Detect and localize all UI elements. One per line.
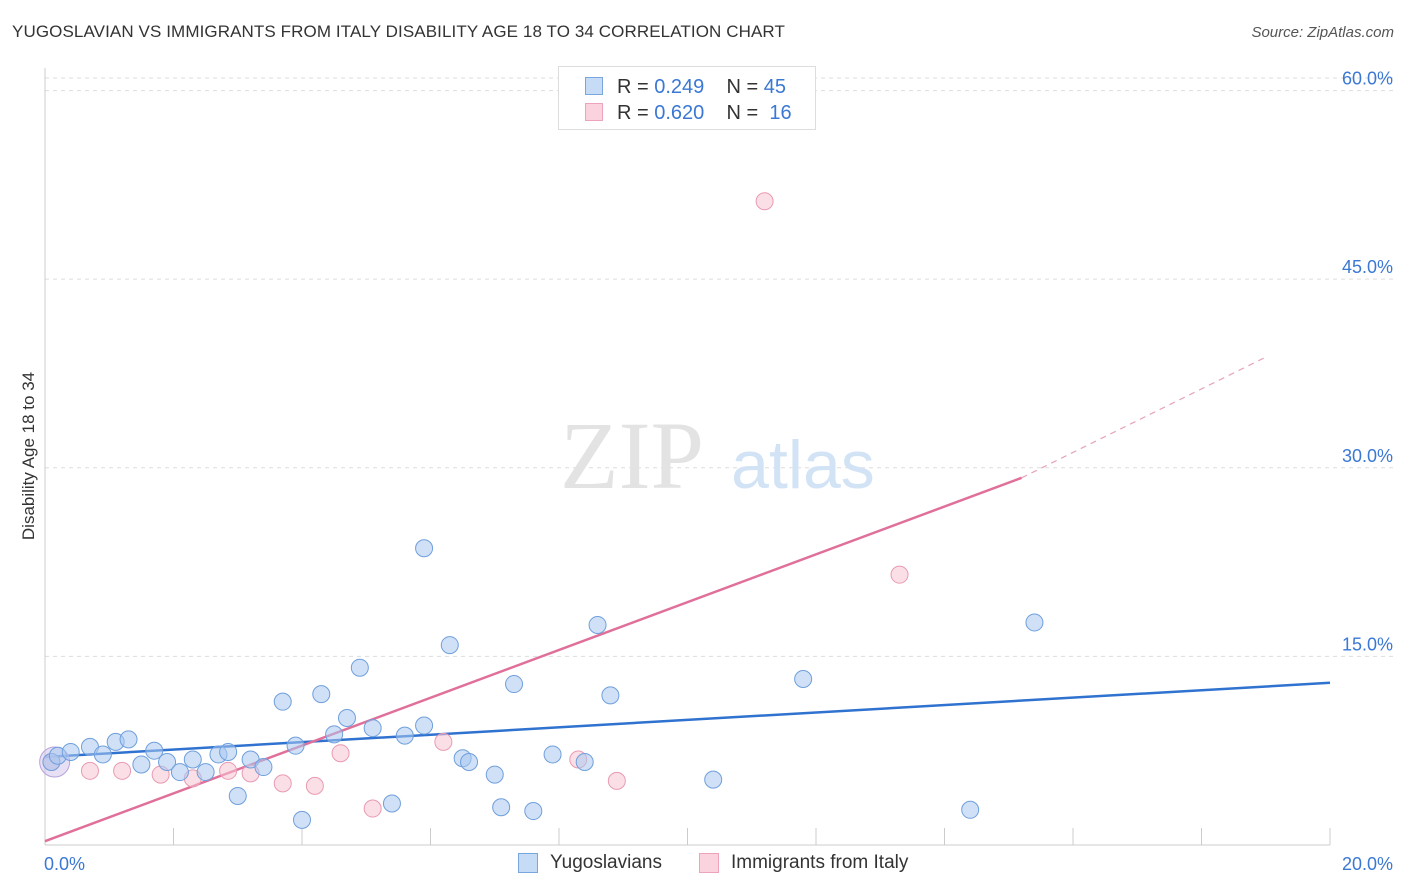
- data-point-yugoslavians: [119, 730, 138, 749]
- watermark-zip: ZIP: [560, 402, 704, 509]
- series-yugoslavians-points: [42, 539, 1044, 829]
- legend-label-italy: Immigrants from Italy: [731, 852, 909, 873]
- data-point-yugoslavians: [363, 719, 382, 738]
- series-italy-points: [39, 192, 909, 818]
- data-point-italy: [305, 776, 324, 795]
- data-point-italy: [273, 774, 292, 793]
- y-tick-label: 60.0%: [1342, 69, 1393, 89]
- x-tick-label-end: 20.0%: [1342, 854, 1393, 874]
- legend-label-yugoslavians: Yugoslavians: [550, 852, 662, 873]
- data-point-yugoslavians: [575, 753, 594, 772]
- legend-item-yugoslavians: Yugoslavians: [518, 852, 662, 874]
- data-point-yugoslavians: [382, 794, 401, 813]
- data-point-yugoslavians: [415, 716, 434, 735]
- data-point-yugoslavians: [704, 770, 723, 789]
- data-point-yugoslavians: [273, 692, 292, 711]
- data-point-yugoslavians: [415, 539, 434, 558]
- data-point-italy: [434, 732, 453, 751]
- data-point-yugoslavians: [395, 726, 414, 745]
- data-point-yugoslavians: [132, 755, 151, 774]
- data-point-yugoslavians: [524, 802, 543, 821]
- data-point-yugoslavians: [183, 750, 202, 769]
- data-point-yugoslavians: [485, 765, 504, 784]
- legend-stats-yugoslavians: R = 0.249 N = 45: [617, 75, 787, 98]
- data-point-yugoslavians: [145, 741, 164, 760]
- data-point-italy: [363, 799, 382, 818]
- fit-line-yugoslavians: [44, 681, 1331, 759]
- data-point-yugoslavians: [286, 736, 305, 755]
- grid-lines: [45, 77, 1395, 657]
- data-point-yugoslavians: [440, 636, 459, 655]
- data-point-yugoslavians: [254, 758, 273, 777]
- data-point-yugoslavians: [505, 675, 524, 694]
- data-point-yugoslavians: [543, 745, 562, 764]
- data-point-yugoslavians: [219, 742, 238, 761]
- fit-line-italy-extension: [1021, 356, 1267, 479]
- data-point-italy: [755, 192, 774, 211]
- data-point-yugoslavians: [293, 810, 311, 829]
- chart-title: YUGOSLAVIAN VS IMMIGRANTS FROM ITALY DIS…: [12, 22, 785, 41]
- data-point-yugoslavians: [492, 798, 511, 817]
- data-point-yugoslavians: [588, 615, 607, 634]
- y-axis-label: Disability Age 18 to 34: [19, 372, 38, 540]
- data-point-yugoslavians: [170, 763, 189, 782]
- data-point-italy: [219, 761, 238, 780]
- y-tick-label: 45.0%: [1342, 257, 1393, 277]
- axes: [44, 68, 1331, 846]
- legend-swatch-pink: [585, 103, 603, 121]
- data-point-yugoslavians: [312, 685, 331, 704]
- data-point-yugoslavians: [158, 753, 177, 772]
- data-point-yugoslavians: [794, 670, 813, 689]
- tick-labels: 15.0% 30.0% 45.0% 60.0% 0.0% 20.0%: [44, 69, 1393, 874]
- data-point-yugoslavians: [93, 745, 112, 764]
- data-point-italy: [607, 771, 626, 790]
- watermark: ZIP atlas: [560, 402, 875, 509]
- legend-stats-italy: R = 0.620 N = 16: [617, 101, 792, 124]
- data-point-yugoslavians: [1025, 613, 1044, 632]
- legend-swatch-pink-bottom: [699, 853, 719, 873]
- legend-item-italy: Immigrants from Italy: [699, 852, 908, 874]
- watermark-atlas: atlas: [731, 427, 875, 503]
- data-point-yugoslavians: [61, 742, 80, 761]
- data-point-yugoslavians: [337, 709, 356, 728]
- data-point-yugoslavians: [350, 658, 369, 677]
- y-tick-label: 15.0%: [1342, 634, 1393, 654]
- legend-swatch-blue: [585, 77, 603, 95]
- y-tick-label: 30.0%: [1342, 446, 1393, 466]
- data-point-yugoslavians: [601, 686, 620, 705]
- data-point-italy: [331, 744, 350, 763]
- x-tick-label-start: 0.0%: [44, 854, 85, 874]
- data-point-yugoslavians: [196, 763, 215, 782]
- correlation-legend: R = 0.249 N = 45 R = 0.620 N = 16: [558, 66, 816, 130]
- data-point-yugoslavians: [228, 786, 247, 805]
- data-point-italy: [890, 565, 909, 584]
- data-point-italy: [113, 761, 132, 780]
- data-point-yugoslavians: [961, 800, 980, 819]
- data-point-yugoslavians: [325, 725, 344, 744]
- data-point-yugoslavians: [460, 753, 479, 772]
- data-point-italy: [80, 761, 99, 780]
- source-label: Source: ZipAtlas.com: [1251, 24, 1394, 41]
- legend-swatch-blue-bottom: [518, 853, 538, 873]
